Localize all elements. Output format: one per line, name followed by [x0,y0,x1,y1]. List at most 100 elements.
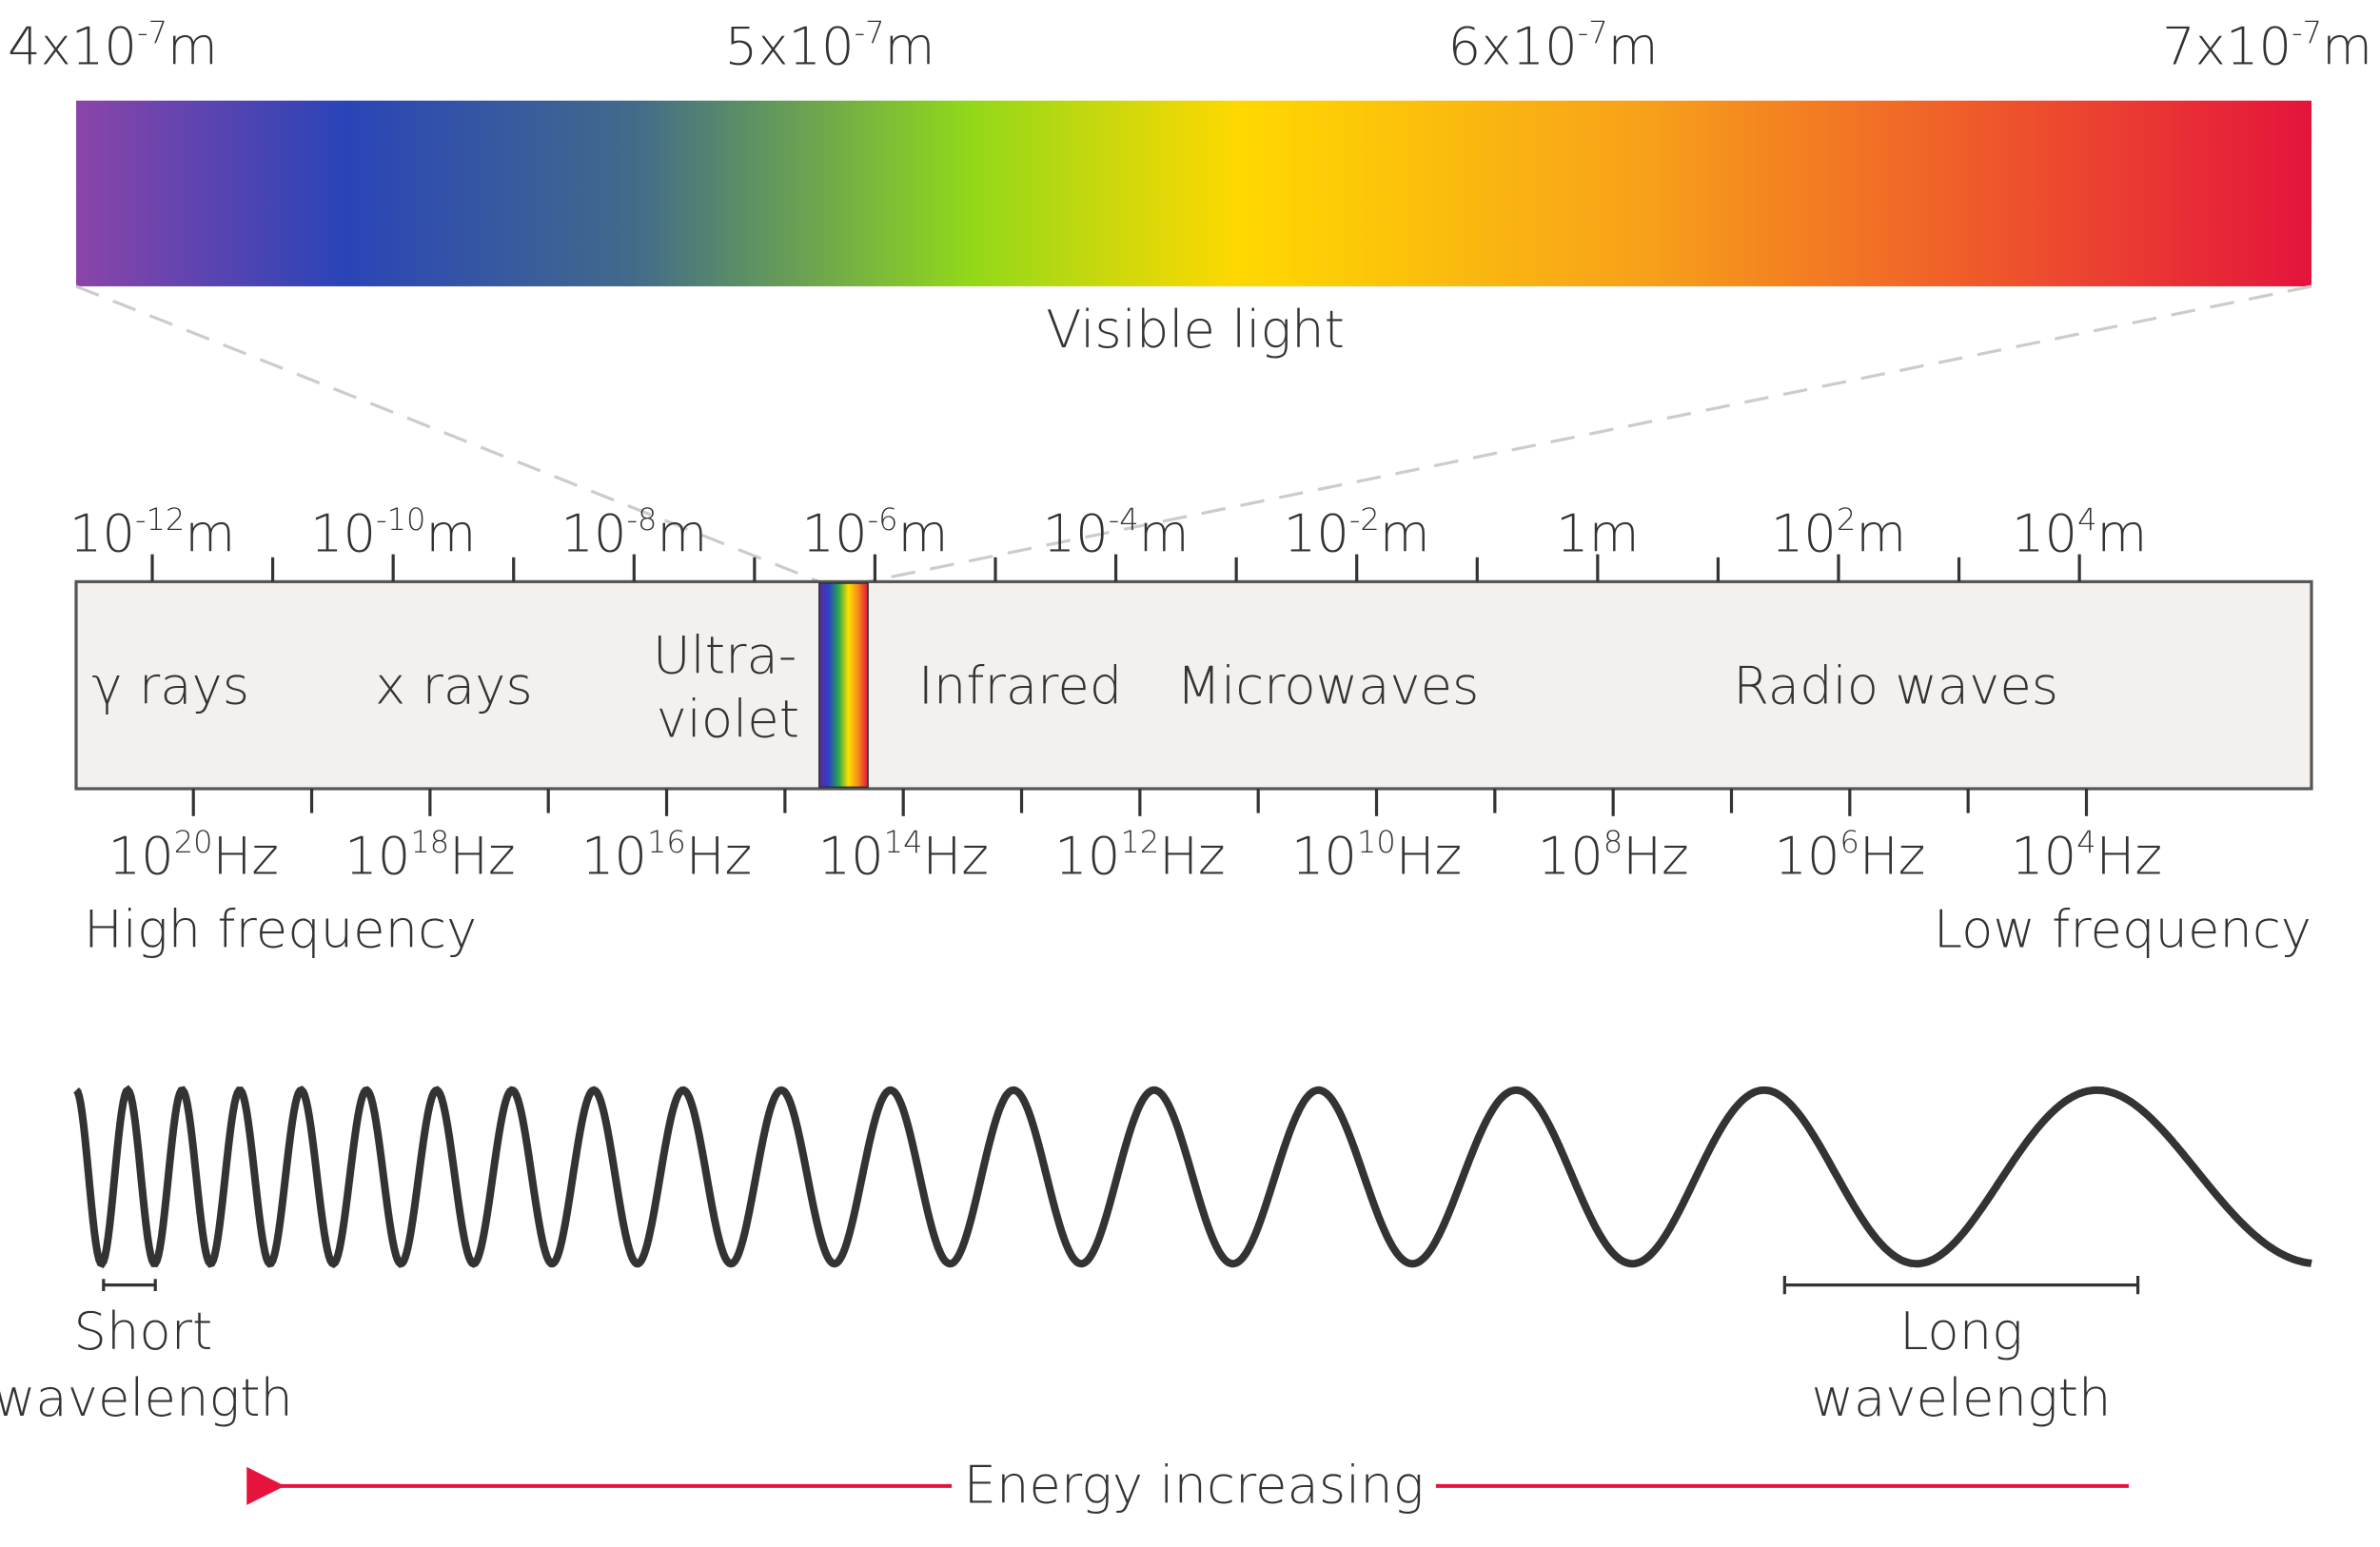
scale-label: 1020Hz [108,824,279,886]
scale-label: 1016Hz [581,824,752,886]
label-part: 10 [818,827,884,887]
scale-label: 1m [1556,503,1640,563]
label-part: m [1608,16,1659,76]
label-part: Hz [449,827,515,887]
scale-label: 7x10-7m [2162,14,2372,76]
wave [73,1085,2312,1269]
label-part: m [1139,503,1190,563]
scale-label: 108Hz [1538,824,1689,886]
label-part: 5x10 [725,16,855,76]
exponent: 8 [1603,824,1623,860]
region-label: Infrared [918,656,1123,715]
label-part: Hz [1859,827,1925,887]
scale-label: 1014Hz [818,824,989,886]
visible-band [818,582,869,789]
label-part: 10 [108,827,174,887]
scale-label: 10-8m [561,501,707,563]
exponent: 2 [1837,501,1856,538]
label-part: m [1380,503,1430,563]
exponent: 16 [647,824,686,860]
label-part: 10 [581,827,647,887]
exponent: -4 [1109,501,1139,538]
label-part: 10 [1538,827,1603,887]
label-part: Hz [1159,827,1225,887]
label-part: 1m [1556,503,1640,563]
label-part: Hz [1396,827,1462,887]
label-part: m [2096,503,2147,563]
label-part: 10 [561,503,626,563]
short-wavelength: wavelength [0,1368,293,1428]
label-part: Hz [922,827,988,887]
region-label: violet [657,690,799,750]
visible-light-title: Visible light [1046,300,1345,360]
zoom-line [867,284,2312,583]
exponent: 4 [2076,824,2095,860]
label-part: 10 [1771,503,1837,563]
exponent: 6 [1840,824,1859,860]
high-frequency: High frequency [84,899,477,959]
region-label: Ultra- [653,625,797,685]
exponent: -7 [137,14,167,50]
region-label: Microwaves [1176,656,1479,715]
scale-label: 10-2m [1284,501,1430,563]
label-part: 4x10 [8,16,137,76]
energy-label: Energy increasing [964,1455,1425,1515]
long-bracket [1782,1276,2140,1295]
zoom-line [75,284,820,583]
label-part: 6x10 [1448,16,1578,76]
label-part: 10 [69,503,135,563]
exponent: 14 [884,824,923,860]
label-part: 10 [310,503,376,563]
label-part: 10 [1054,827,1120,887]
region-label: γ rays [91,656,249,715]
label-part: m [898,503,949,563]
scale-label: 106Hz [1774,824,1925,886]
exponent: -7 [1578,14,1608,50]
scale-label: 10-12m [69,501,235,563]
exponent: -7 [2291,14,2322,50]
scale-label: 4x10-7m [8,14,218,76]
visible-spectrum-bar [76,100,2311,286]
region-label: x rays [375,656,533,715]
exponent: 18 [410,824,449,860]
long-wavelength: wavelength [1811,1368,2111,1428]
long-wavelength: Long [1899,1302,2023,1361]
label-part: 10 [1291,827,1357,887]
exponent: -12 [135,501,185,538]
exponent: -6 [868,501,898,538]
exponent: -7 [855,14,885,50]
scale-label: 10-6m [801,501,948,563]
scale-label: 5x10-7m [725,14,935,76]
label-part: 10 [1774,827,1839,887]
short-bracket [102,1279,157,1292]
label-part: m [425,503,476,563]
label-part: Hz [1623,827,1688,887]
label-part: Hz [212,827,278,887]
label-part: 10 [2012,503,2077,563]
label-part: m [1856,503,1906,563]
label-part: m [2322,16,2372,76]
exponent: 10 [1357,824,1396,860]
label-part: m [885,16,935,76]
label-part: Hz [686,827,752,887]
spectrum-box [74,579,2313,791]
exponent: 20 [174,824,213,860]
scale-label: 1012Hz [1054,824,1225,886]
scale-label: 6x10-7m [1448,14,1659,76]
exponent: -8 [626,501,657,538]
label-part: 10 [1284,503,1349,563]
label-part: Hz [2096,827,2162,887]
scale-label: 10-10m [310,501,476,563]
low-frequency: Low frequency [1934,899,2311,959]
scale-label: 102m [1771,501,1907,563]
exponent: 4 [2077,501,2096,538]
label-part: 10 [801,503,867,563]
label-part: 7x10 [2162,16,2291,76]
scale-label: 1010Hz [1291,824,1462,886]
scale-label: 104Hz [2011,824,2162,886]
label-part: m [657,503,707,563]
exponent: -10 [376,501,425,538]
label-part: 10 [1043,503,1109,563]
label-part: m [167,16,218,76]
